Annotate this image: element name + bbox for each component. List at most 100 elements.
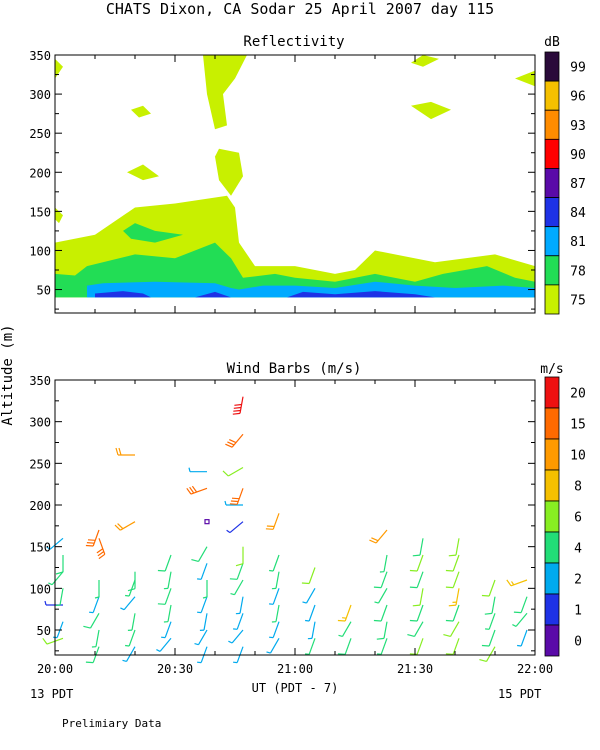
- wind-barb: [485, 613, 496, 630]
- wind-barb: [191, 546, 208, 562]
- x-tick-label: 20:00: [37, 662, 73, 676]
- reflectivity-x-axis: [54, 55, 536, 313]
- wind-barb: [228, 629, 244, 644]
- wind-barb: [307, 621, 316, 640]
- reflectivity-region-75db: [215, 148, 243, 196]
- reflectivity-region-75db: [515, 70, 535, 87]
- reflectivity-colorbar-swatch: [544, 51, 560, 82]
- wind-barb: [94, 580, 100, 599]
- wind-barbs-y-tick-label: 200: [29, 499, 51, 513]
- wind-barbs-colorbar-swatch: [544, 438, 560, 471]
- reflectivity-y-tick-label: 150: [29, 205, 51, 219]
- wind-barb: [157, 554, 172, 572]
- wind-barb: [233, 613, 244, 630]
- wind-barb: [197, 596, 208, 614]
- reflectivity-region-75db: [127, 164, 159, 181]
- x-tick-label: 22:00: [517, 662, 553, 676]
- wind-barb: [229, 488, 244, 505]
- footnote: Prelimiary Data: [62, 717, 161, 730]
- wind-barbs-y-tick-label: 100: [29, 582, 51, 596]
- reflectivity-colorbar-label: 81: [570, 235, 586, 250]
- wind-barbs-colorbar-label: 15: [570, 418, 586, 433]
- wind-barbs-y-tick-label: 350: [29, 374, 51, 388]
- wind-barb: [232, 396, 244, 415]
- x-axis-label: UT (PDT - 7): [252, 681, 339, 695]
- wind-barb: [484, 596, 496, 615]
- wind-barbs-y-tick-label: 150: [29, 541, 51, 555]
- wind-barb: [265, 513, 280, 530]
- wind-barb: [266, 638, 280, 654]
- wind-barb: [445, 554, 460, 572]
- wind-barb: [127, 613, 136, 631]
- reflectivity-region-75db: [55, 207, 63, 224]
- wind-barb: [369, 529, 388, 544]
- reflectivity-colorbar-swatch: [544, 168, 560, 198]
- reflectivity-region-81db: [87, 281, 535, 298]
- wind-barb: [194, 629, 208, 646]
- reflectivity-contours: [55, 55, 535, 298]
- wind-barb: [412, 588, 424, 607]
- wind-barb: [85, 529, 100, 547]
- reflectivity-colorbar-swatch: [544, 138, 560, 169]
- wind-barb: [305, 638, 316, 655]
- wind-barb: [197, 563, 208, 580]
- wind-barbs-colorbar-label: 1: [574, 604, 582, 619]
- wind-barb: [224, 500, 243, 506]
- x-tick-label: 21:30: [397, 662, 433, 676]
- wind-barb: [91, 629, 100, 648]
- wind-barb: [96, 538, 106, 560]
- wind-barb: [409, 554, 424, 572]
- wind-barb: [46, 537, 64, 550]
- reflectivity-colorbar-swatch: [544, 109, 560, 140]
- reflectivity-colorbar-label: 96: [570, 90, 586, 105]
- wind-barbs-colorbar-label: 0: [574, 635, 582, 650]
- wind-barb: [199, 613, 208, 631]
- reflectivity-region-84db: [195, 291, 231, 298]
- wind-barb: [269, 621, 280, 639]
- wind-barb: [445, 638, 460, 655]
- wind-barb: [448, 588, 460, 607]
- wind-barb: [120, 596, 136, 611]
- reflectivity-y-tick-label: 250: [29, 127, 51, 141]
- reflectivity-colorbar-label: 99: [570, 61, 586, 76]
- reflectivity-colorbar-swatch: [544, 80, 560, 111]
- reflectivity-colorbar-label: 78: [570, 264, 586, 279]
- wind-barbs-colorbar-swatch: [544, 562, 560, 595]
- wind-barbs-y-tick-label: 250: [29, 457, 51, 471]
- wind-barb: [338, 621, 352, 637]
- wind-barbs-y-tick-label: 50: [37, 624, 51, 638]
- wind-barb: [305, 604, 316, 622]
- wind-barbs-colorbar-swatch: [544, 376, 560, 409]
- wind-barb: [512, 612, 528, 627]
- reflectivity-y-tick-label: 350: [29, 49, 51, 63]
- reflectivity-colorbar-unit: dB: [544, 35, 560, 50]
- wind-barbs-frame: [54, 379, 536, 656]
- wind-barb: [42, 637, 64, 645]
- wind-barb: [222, 466, 244, 477]
- wind-barb: [55, 555, 64, 575]
- reflectivity-region-78db: [123, 223, 183, 243]
- wind-barb: [379, 554, 388, 573]
- reflectivity-region-84db: [287, 291, 435, 298]
- wind-barb: [163, 604, 172, 623]
- wind-barb: [226, 521, 244, 534]
- reflectivity-title: Reflectivity: [243, 34, 344, 50]
- wind-barb: [114, 521, 136, 531]
- wind-barb: [373, 604, 388, 622]
- wind-barb: [163, 571, 172, 590]
- reflectivity-colorbar-swatch: [544, 284, 560, 315]
- wind-barbs-plot-area: [42, 396, 528, 664]
- wind-barb: [409, 604, 424, 622]
- reflectivity-colorbar-label: 75: [570, 293, 586, 308]
- wind-barb: [161, 621, 172, 639]
- reflectivity-region-75db: [55, 58, 63, 79]
- wind-barb: [448, 538, 460, 557]
- wind-barb: [479, 646, 496, 662]
- reflectivity-region-75db: [203, 55, 247, 130]
- reflectivity-colorbar-swatch: [544, 197, 560, 228]
- wind-barb: [188, 467, 207, 473]
- reflectivity-colorbar-swatch: [544, 226, 560, 257]
- reflectivity-y-tick-label: 200: [29, 166, 51, 180]
- reflectivity-colorbar-label: 90: [570, 148, 586, 163]
- wind-barb-set: [42, 396, 528, 664]
